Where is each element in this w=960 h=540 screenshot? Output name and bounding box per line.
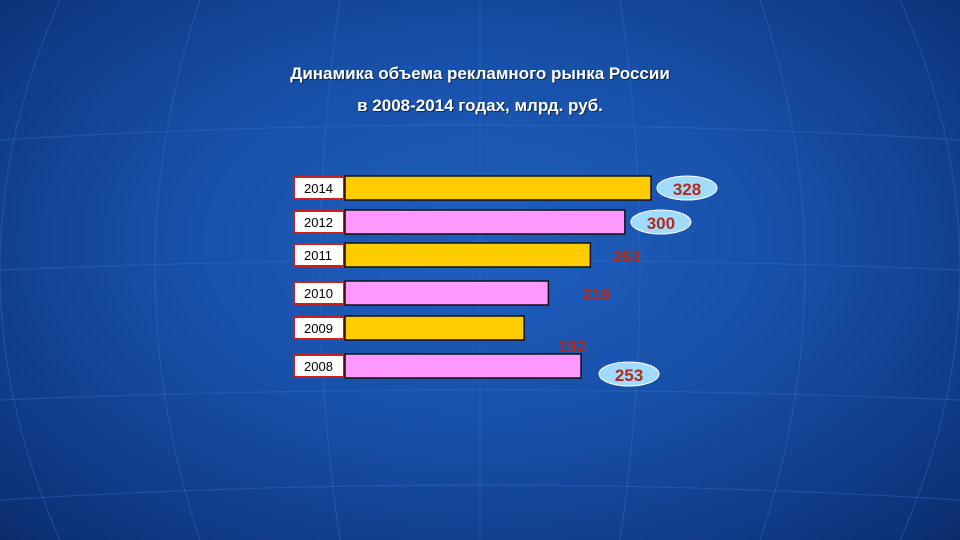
bar-2012 [344,209,626,235]
year-box-2012 [293,210,345,234]
bar-2008 [344,353,582,379]
value-bubble-2014 [656,175,718,201]
year-label-2009: 2009 [304,321,333,336]
value-bubble-2008 [598,361,660,387]
year-box-2014 [293,176,345,200]
value-label-2011: 263 [612,247,640,266]
value-label-2008: 253 [615,366,643,385]
year-box-2008 [293,354,345,378]
chart-title-line-2: в 2008-2014 годах, млрд. руб. [357,96,603,115]
chart-title-line-1: Динамика объема рекламного рынка России [290,64,670,83]
bar-2010 [344,280,550,306]
year-label-2014: 2014 [304,181,333,196]
value-label-2009: 192 [558,337,586,356]
year-label-2008: 2008 [304,359,333,374]
value-label-2010: 218 [582,285,610,304]
value-bubble-2012 [630,209,692,235]
value-label-2014: 328 [673,180,701,199]
bar-2014 [344,175,652,201]
bar-2011 [344,242,592,268]
year-box-2010 [293,281,345,305]
year-box-2009 [293,316,345,340]
year-label-2010: 2010 [304,286,333,301]
year-label-2012: 2012 [304,215,333,230]
value-label-2012: 300 [647,214,675,233]
year-box-2011 [293,243,345,267]
bar-2009 [344,315,525,341]
year-label-2011: 2011 [304,248,332,263]
